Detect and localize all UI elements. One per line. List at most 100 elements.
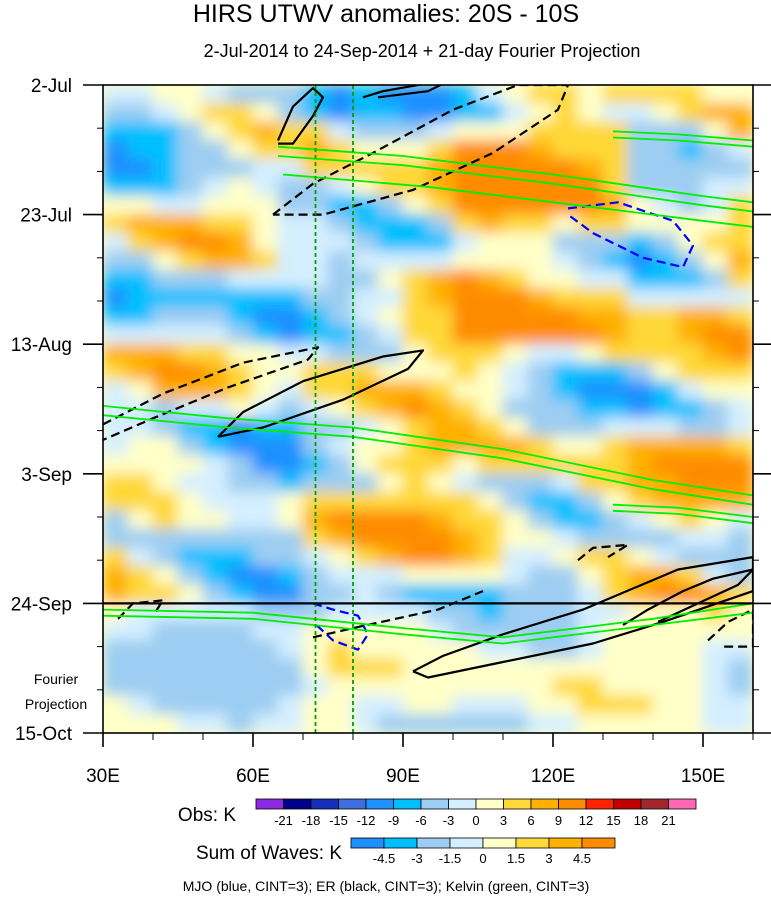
field-cell — [427, 232, 454, 253]
field-cell — [627, 676, 654, 697]
field-cell — [202, 695, 229, 715]
field-cell — [552, 510, 579, 530]
field-cell — [727, 85, 753, 105]
field-cell — [177, 140, 204, 160]
field-cell — [477, 602, 504, 623]
field-cell — [577, 676, 604, 697]
field-cell — [427, 140, 454, 160]
obs-colorbar: -21 -18 -15 -12 -9 -6 -3 0 3 6 9 12 15 18 21 — [255, 798, 697, 828]
field-cell — [502, 528, 529, 549]
field-cell — [502, 399, 529, 419]
field-cell — [652, 269, 679, 290]
field-cell — [402, 510, 429, 530]
field-cell — [577, 695, 604, 715]
field-cell — [502, 251, 529, 271]
field-cell — [627, 510, 654, 530]
field-cell — [677, 565, 704, 586]
field-cell — [127, 417, 154, 438]
colorbar-swatch — [482, 837, 517, 849]
field-cell — [477, 528, 504, 549]
field-cell — [527, 251, 554, 271]
field-cell — [277, 251, 304, 271]
field-cell — [177, 658, 204, 678]
field-cell — [127, 362, 154, 382]
er-contour — [117, 599, 165, 620]
field-cell — [152, 695, 179, 715]
field-cell — [627, 639, 654, 660]
field-cell — [202, 547, 229, 567]
field-cell — [452, 177, 479, 197]
field-cell — [352, 417, 379, 438]
field-cell — [103, 85, 129, 105]
field-cell — [452, 695, 479, 715]
field-cell — [727, 288, 753, 308]
field-cell — [702, 380, 729, 401]
field-cell — [127, 454, 154, 475]
field-cell — [402, 195, 429, 216]
field-cell — [227, 325, 254, 345]
field-cell — [552, 140, 579, 160]
field-cell — [352, 103, 379, 123]
field-cell — [527, 306, 554, 327]
field-cell — [177, 639, 204, 660]
y-tick-label: 3-Sep — [21, 465, 72, 486]
field-cell — [152, 251, 179, 271]
field-cell — [427, 584, 454, 604]
colorbar-swatch — [530, 798, 559, 810]
field-cell — [627, 362, 654, 382]
field-cell — [152, 676, 179, 697]
field-cell — [227, 510, 254, 530]
field-cell — [252, 103, 279, 123]
field-cell — [402, 362, 429, 382]
field-cell — [452, 658, 479, 678]
field-cell — [652, 417, 679, 438]
field-cell — [627, 140, 654, 160]
field-cell — [302, 214, 329, 234]
field-cell — [527, 454, 554, 475]
field-cell — [277, 140, 304, 160]
field-cell — [402, 380, 429, 401]
field-cell — [103, 214, 129, 234]
field-cell — [677, 288, 704, 308]
longitude-axis: 30E 60E 90E 120E 150E — [86, 733, 754, 787]
field-cell — [277, 676, 304, 697]
field-cell — [477, 269, 504, 290]
field-cell — [627, 658, 654, 678]
field-cell — [552, 306, 579, 327]
field-cell — [227, 547, 254, 567]
field-cell — [602, 565, 629, 586]
field-cell — [377, 510, 404, 530]
field-cell — [377, 528, 404, 549]
field-cell — [677, 177, 704, 197]
field-cell — [402, 528, 429, 549]
field-cell — [702, 232, 729, 253]
field-cell — [202, 491, 229, 512]
field-cell — [227, 584, 254, 604]
field-cell — [427, 177, 454, 197]
field-cell — [402, 399, 429, 419]
field-cell — [327, 436, 354, 456]
field-cell — [127, 676, 154, 697]
field-cell — [427, 214, 454, 234]
field-cell — [727, 473, 753, 493]
field-cell — [652, 584, 679, 604]
field-cell — [627, 547, 654, 567]
field-cell — [602, 547, 629, 567]
field-cell — [127, 306, 154, 327]
field-cell — [652, 639, 679, 660]
field-cell — [552, 214, 579, 234]
field-cell — [202, 528, 229, 549]
field-cell — [327, 658, 354, 678]
field-cell — [227, 436, 254, 456]
field-cell — [527, 288, 554, 308]
field-cell — [727, 399, 753, 419]
field-cell — [103, 306, 129, 327]
field-cell — [627, 232, 654, 253]
field-cell — [202, 251, 229, 271]
field-cell — [152, 399, 179, 419]
field-cell — [502, 454, 529, 475]
field-cell — [702, 306, 729, 327]
field-cell — [277, 214, 304, 234]
field-cell — [327, 713, 354, 733]
field-cell — [352, 269, 379, 290]
